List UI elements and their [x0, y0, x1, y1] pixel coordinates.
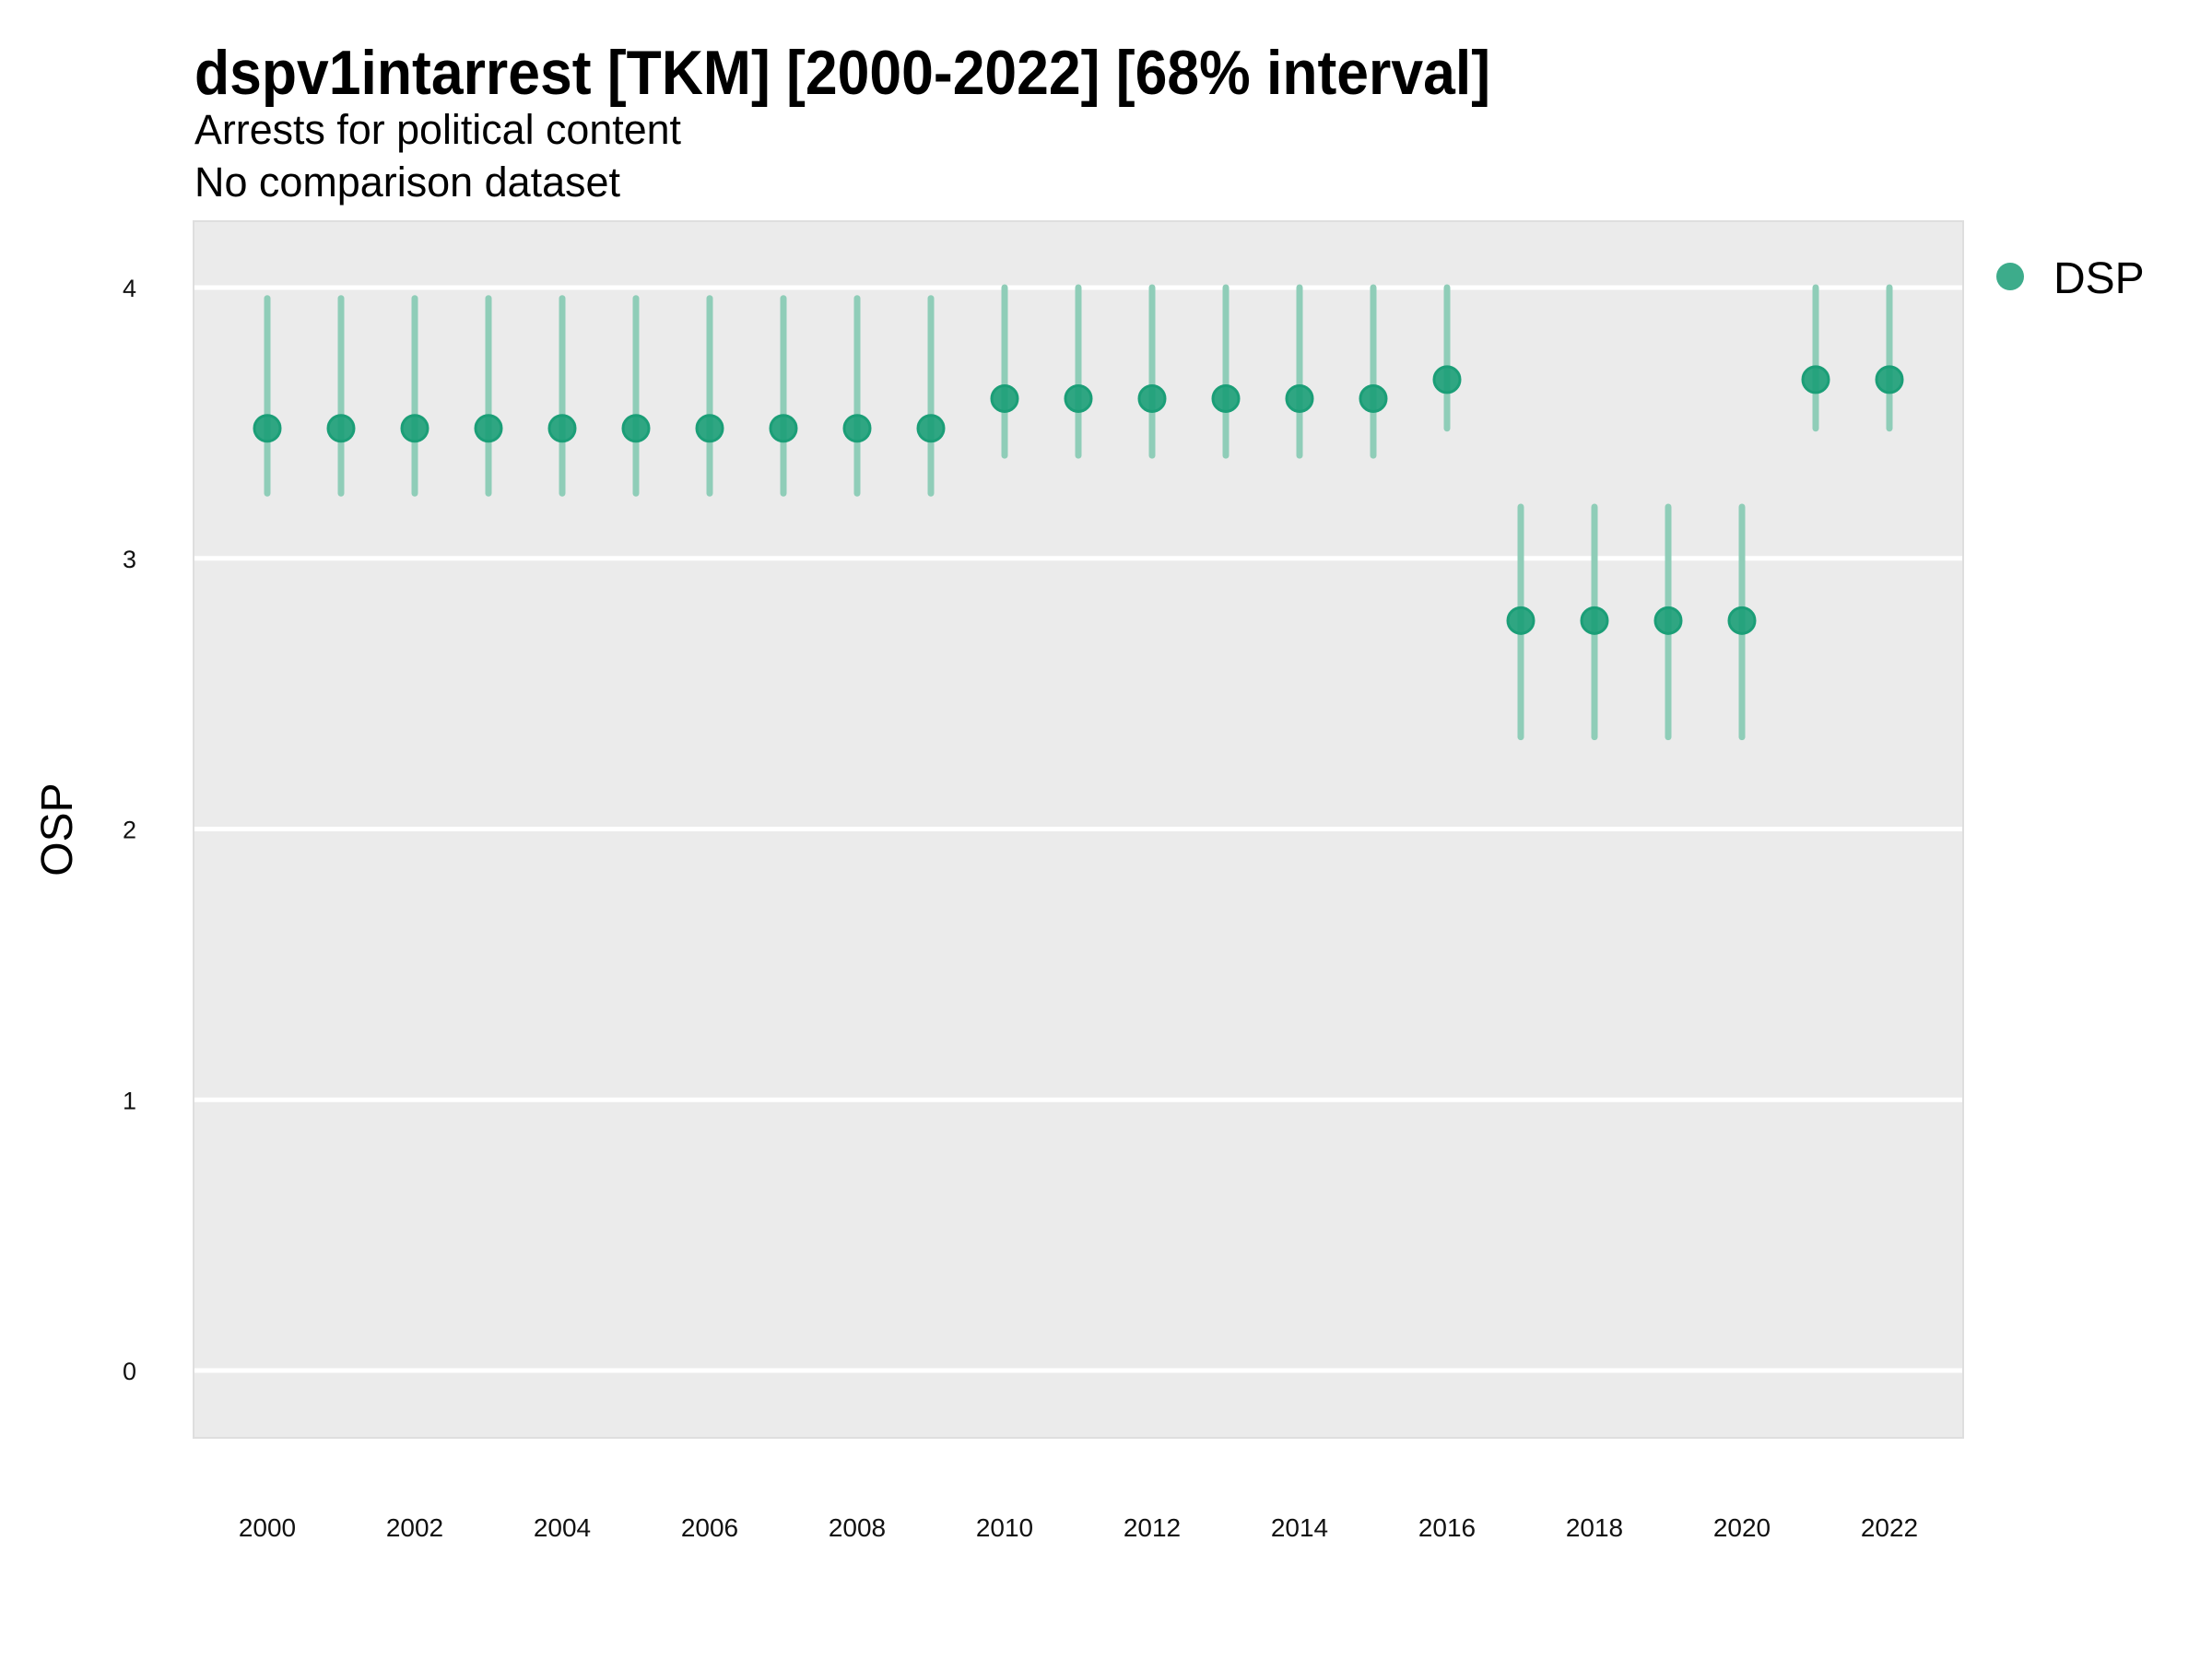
error-bars	[264, 284, 1893, 741]
data-point	[916, 414, 946, 443]
y-tick-label: 4	[123, 275, 136, 302]
y-tick-label: 1	[123, 1087, 136, 1114]
x-tick-label: 2006	[681, 1513, 738, 1542]
data-point	[400, 414, 429, 443]
chart-subtitle-line-2: No comparison dataset	[194, 159, 620, 206]
data-point	[990, 383, 1019, 413]
data-point	[1137, 383, 1167, 413]
x-tick-label: 2008	[829, 1513, 886, 1542]
data-point	[1211, 383, 1241, 413]
legend-key-dsp	[1996, 263, 2024, 290]
legend-label-dsp: DSP	[2053, 254, 2145, 303]
data-point	[1580, 606, 1609, 635]
y-axis-title: OSP	[33, 782, 82, 876]
legend: DSP	[1996, 254, 2145, 303]
y-tick-label: 2	[123, 817, 136, 844]
data-point	[621, 414, 651, 443]
chart-subtitle-line-1: Arrests for political content	[194, 106, 681, 153]
y-tick-label: 3	[123, 546, 136, 573]
x-tick-label: 2012	[1124, 1513, 1181, 1542]
data-point	[842, 414, 872, 443]
x-axis-tick-labels: 2000 2002 2004 2006 2008 2010 2012 2014 2016 2018…	[239, 1513, 1918, 1542]
data-point	[326, 414, 356, 443]
data-point	[547, 414, 577, 443]
data-point	[1285, 383, 1314, 413]
y-tick-label: 0	[123, 1358, 136, 1385]
data-point	[1432, 365, 1462, 394]
data-point	[695, 414, 724, 443]
data-point	[253, 414, 282, 443]
x-tick-label: 2020	[1713, 1513, 1771, 1542]
x-tick-label: 2014	[1271, 1513, 1328, 1542]
x-tick-label: 2010	[976, 1513, 1033, 1542]
x-tick-label: 2022	[1861, 1513, 1918, 1542]
data-point	[474, 414, 503, 443]
x-tick-label: 2000	[239, 1513, 296, 1542]
chart-title: dspv1intarrest [TKM] [2000-2022] [68% in…	[194, 38, 1490, 108]
data-point	[1801, 365, 1830, 394]
data-point	[1653, 606, 1683, 635]
x-tick-label: 2018	[1566, 1513, 1623, 1542]
data-point	[1875, 365, 1904, 394]
data-point	[1359, 383, 1388, 413]
y-axis-tick-labels: 0 1 2 3 4	[123, 275, 136, 1385]
data-point	[1727, 606, 1757, 635]
data-point	[1064, 383, 1093, 413]
data-point	[1506, 606, 1535, 635]
data-points	[253, 365, 1904, 635]
x-tick-label: 2016	[1418, 1513, 1476, 1542]
x-tick-label: 2004	[534, 1513, 591, 1542]
x-tick-label: 2002	[386, 1513, 443, 1542]
data-point	[769, 414, 798, 443]
